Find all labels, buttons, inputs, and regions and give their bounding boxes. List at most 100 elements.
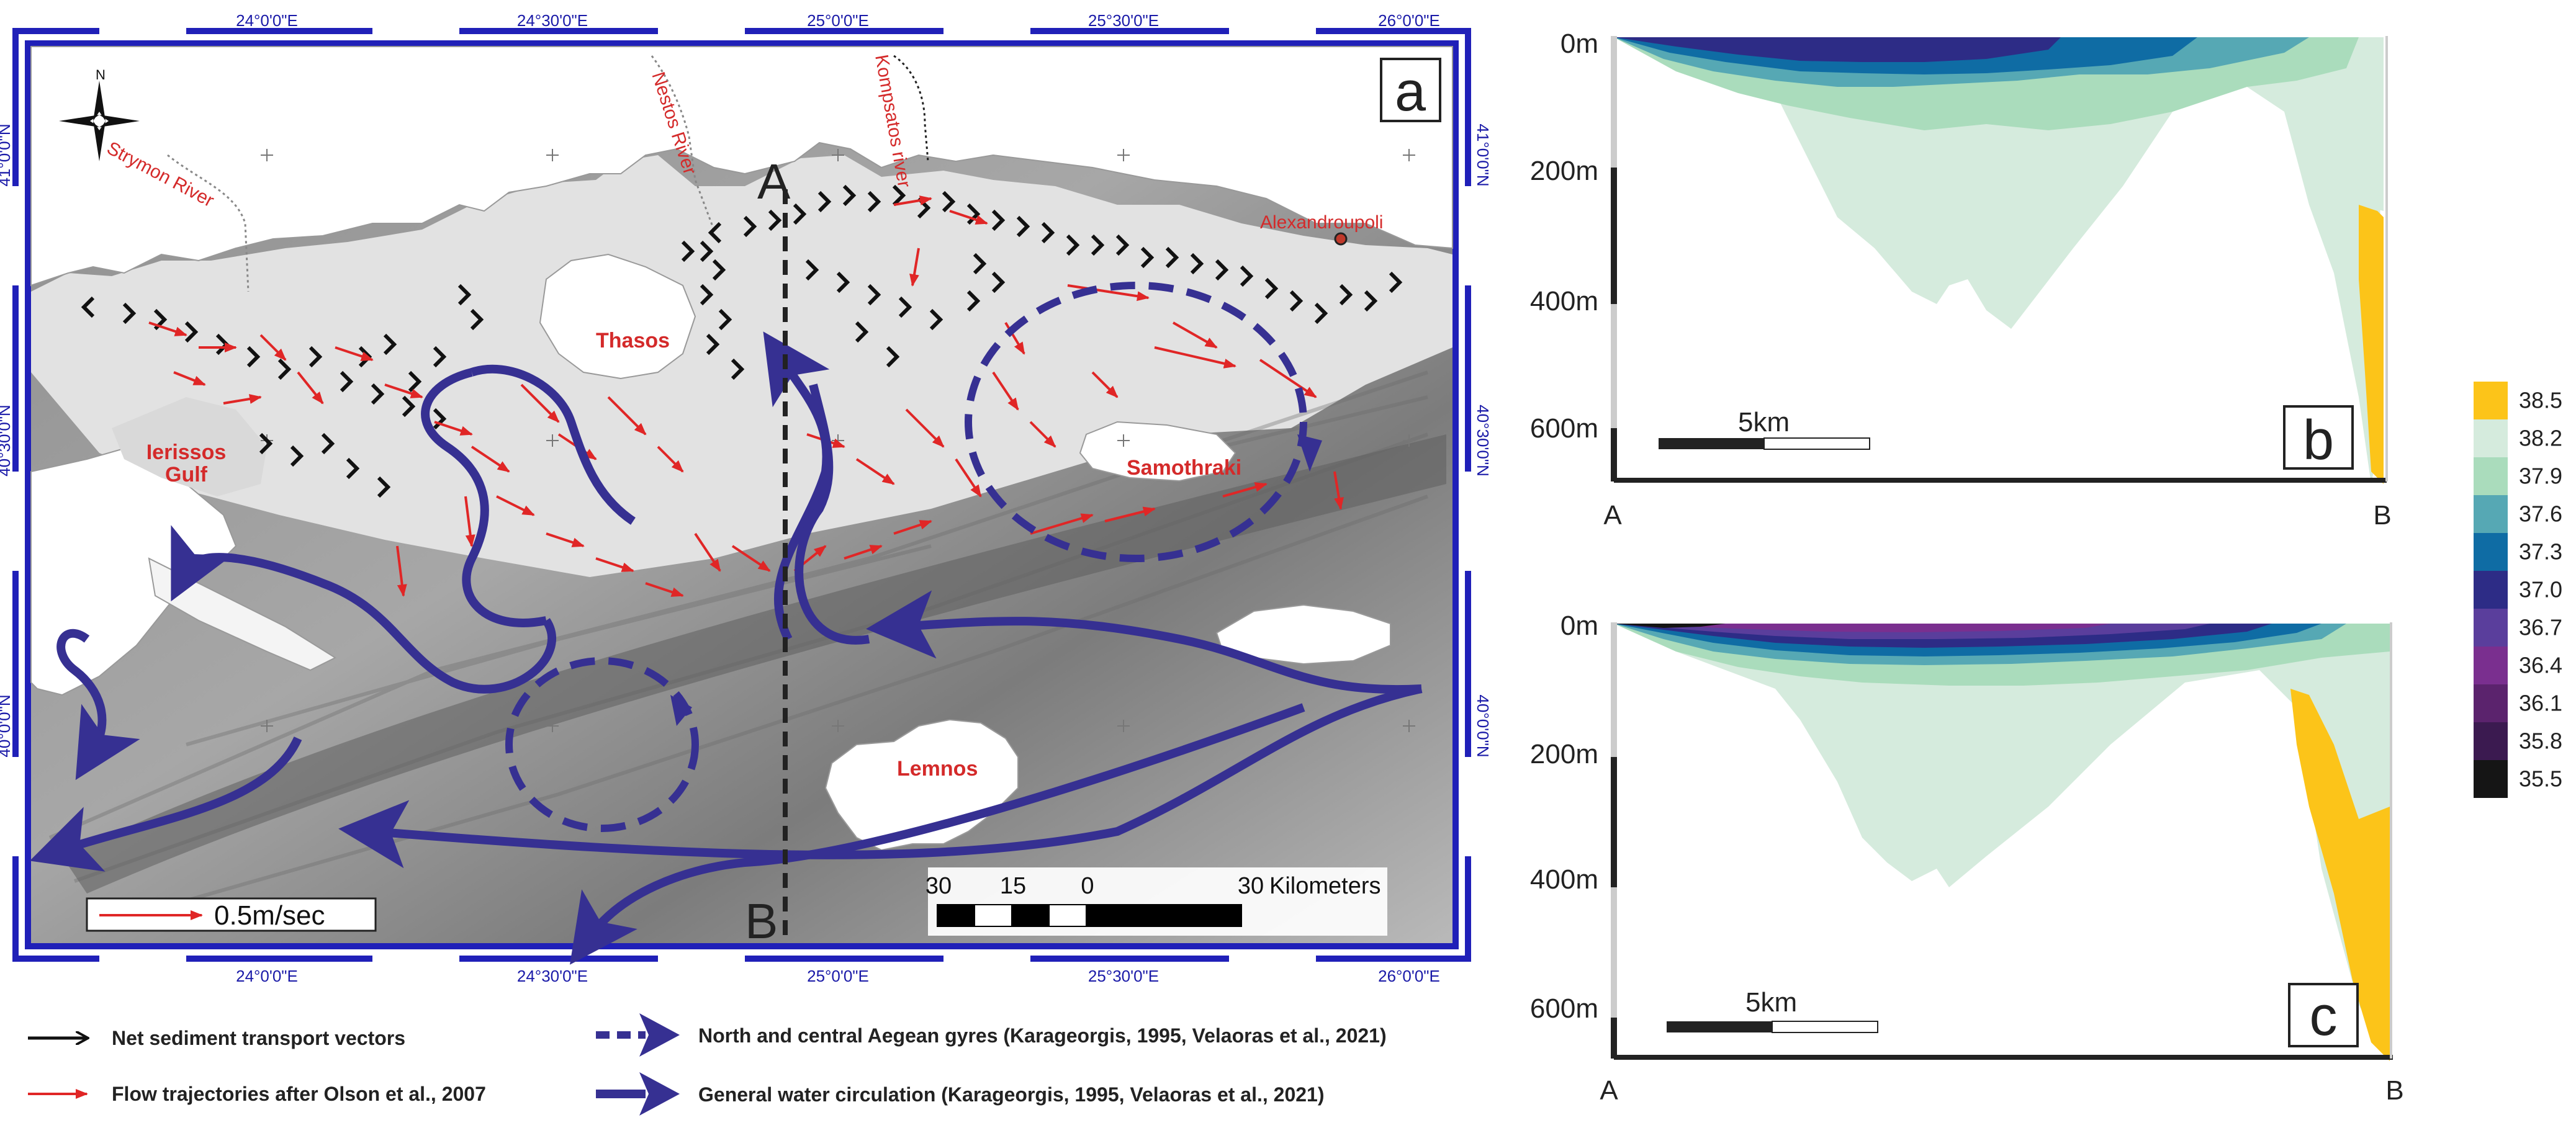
colorbar-swatch — [2474, 457, 2508, 495]
lat-label: 40°30'0"N — [0, 405, 14, 477]
map-panel — [12, 28, 1471, 965]
thasos-island — [539, 253, 696, 380]
lon-label: 25°0'0"E — [807, 967, 869, 985]
lon-label: 24°30'0"E — [517, 967, 588, 985]
north-label: N — [96, 67, 106, 83]
rivers — [167, 55, 929, 292]
land-masses — [30, 46, 1453, 851]
section-end-label: B — [2373, 500, 2391, 531]
north-arrow-icon — [59, 81, 140, 161]
sediment-vectors — [81, 184, 1403, 498]
colorbar-label: 37.0 — [2519, 577, 2562, 602]
lon-label: 25°0'0"E — [807, 11, 869, 30]
gulf-label: Gulf — [165, 463, 208, 486]
frame-ticks — [12, 28, 1471, 962]
aegean-gyres — [505, 282, 1307, 832]
salinity-colorbar: 38.5 38.2 37.9 37.6 37.3 37.0 36.7 36.4 36.1 35.8… — [2474, 382, 2562, 798]
lat-label: 40°0'0"N — [0, 694, 14, 757]
section-c-layer-364 — [1614, 624, 2110, 632]
scale-tick: 30 — [1238, 873, 1264, 899]
colorbar-label: 37.6 — [2519, 501, 2562, 527]
panel-a-box — [1380, 58, 1441, 122]
samothraki-label: Samothraki — [1127, 456, 1241, 480]
lat-label: 41°0'0"N — [1474, 123, 1492, 186]
lat-label: 41°0'0"N — [0, 123, 14, 186]
nestos-river-path — [651, 55, 715, 230]
lemnos-label: Lemnos — [897, 757, 978, 781]
depth-label: 400m — [1530, 864, 1598, 895]
section-c-high-salinity — [2290, 689, 2390, 1061]
samothraki-gyre-arrow — [1297, 434, 1322, 472]
panel-c-box — [2288, 983, 2359, 1047]
colorbar-label: 37.3 — [2519, 539, 2562, 565]
lon-label: 24°0'0"E — [236, 11, 298, 30]
colorbar-swatch — [2474, 722, 2508, 760]
samothraki-island — [1079, 421, 1236, 482]
colorbar-swatch — [2474, 495, 2508, 533]
section-end-label: A — [1600, 1075, 1618, 1106]
scale-unit: Kilometers — [1269, 873, 1381, 899]
lon-label: 25°30'0"E — [1088, 967, 1159, 985]
legend: Net sediment transport vectors Flow traj… — [28, 1013, 1387, 1116]
colorbar-swatch — [2474, 382, 2508, 419]
section-b — [1611, 36, 2388, 484]
alexandroupoli-marker — [1334, 232, 1348, 246]
alexandroupoli-label: Alexandroupoli — [1260, 212, 1383, 233]
colorbar-swatch — [2474, 609, 2508, 647]
section-c-layer-355 — [1614, 624, 1726, 628]
ierissos-gulf — [112, 397, 267, 496]
thasos-label: Thasos — [596, 329, 670, 352]
lon-label: 26°0'0"E — [1378, 11, 1440, 30]
scale-tick: 30 — [925, 873, 952, 899]
scale-label: 5km — [1745, 987, 1797, 1018]
depth-label: 600m — [1530, 413, 1598, 444]
legend-net-sediment: Net sediment transport vectors — [112, 1027, 405, 1049]
lon-label: 24°30'0"E — [517, 11, 588, 30]
km-scale-bar — [937, 904, 1242, 927]
colorbar-swatch — [2474, 533, 2508, 571]
transect-start-label: A — [757, 154, 791, 209]
depth-label: 400m — [1530, 286, 1598, 316]
samothraki-gyre — [965, 282, 1307, 562]
kompsatos-river-path — [893, 55, 929, 162]
colorbar-swatch — [2474, 760, 2508, 798]
colorbar-label: 35.8 — [2519, 728, 2562, 754]
depth-label: 600m — [1530, 993, 1598, 1024]
legend-flow-traj: Flow trajectories after Olson et al., 20… — [112, 1083, 486, 1105]
lemnos-gyre-arrow — [670, 695, 692, 726]
section-end-label: B — [2385, 1075, 2403, 1106]
colorbar-swatch — [2474, 684, 2508, 722]
section-b-text: 0m 200m 400m 600m 5km A B b — [1530, 29, 2392, 531]
general-circulation — [29, 331, 1423, 965]
scale-tick: 15 — [1000, 873, 1026, 899]
colorbar-label: 36.4 — [2519, 653, 2562, 678]
colorbar-label: 38.5 — [2519, 388, 2562, 413]
section-b-upper-body — [1614, 37, 2384, 484]
panel-b-box — [2283, 405, 2354, 470]
depth-label: 200m — [1530, 156, 1598, 186]
section-b-layer-370 — [1614, 37, 2061, 62]
section-c-upper-body — [1614, 624, 2390, 1055]
lon-label: 25°30'0"E — [1088, 11, 1159, 30]
depth-label: 200m — [1530, 739, 1598, 769]
colorbar-label: 38.2 — [2519, 426, 2562, 451]
mainland-north — [30, 46, 1453, 287]
lemnos-basin-gyre — [505, 657, 699, 832]
section-b-high-salinity — [2359, 205, 2384, 484]
panel-c-label: c — [2310, 985, 2338, 1047]
legend-gyres: North and central Aegean gyres (Karageor… — [698, 1024, 1387, 1047]
lat-label: 40°0'0"N — [1474, 694, 1492, 757]
section-end-label: A — [1603, 500, 1622, 531]
depth-label: 0m — [1560, 29, 1598, 59]
colorbar-label: 37.9 — [2519, 464, 2562, 489]
shelf-area — [31, 155, 1452, 577]
colorbar-swatch — [2474, 647, 2508, 684]
panel-a-label: a — [1395, 61, 1426, 123]
section-c — [1611, 622, 2393, 1061]
colorbar-swatch — [2474, 419, 2508, 457]
graticule — [261, 149, 1415, 732]
lon-label: 26°0'0"E — [1378, 967, 1440, 985]
section-c-text: 0m 200m 400m 600m 5km A B c — [1530, 611, 2404, 1106]
colorbar-swatch — [2474, 571, 2508, 609]
north-aegean-trough — [62, 434, 1446, 893]
